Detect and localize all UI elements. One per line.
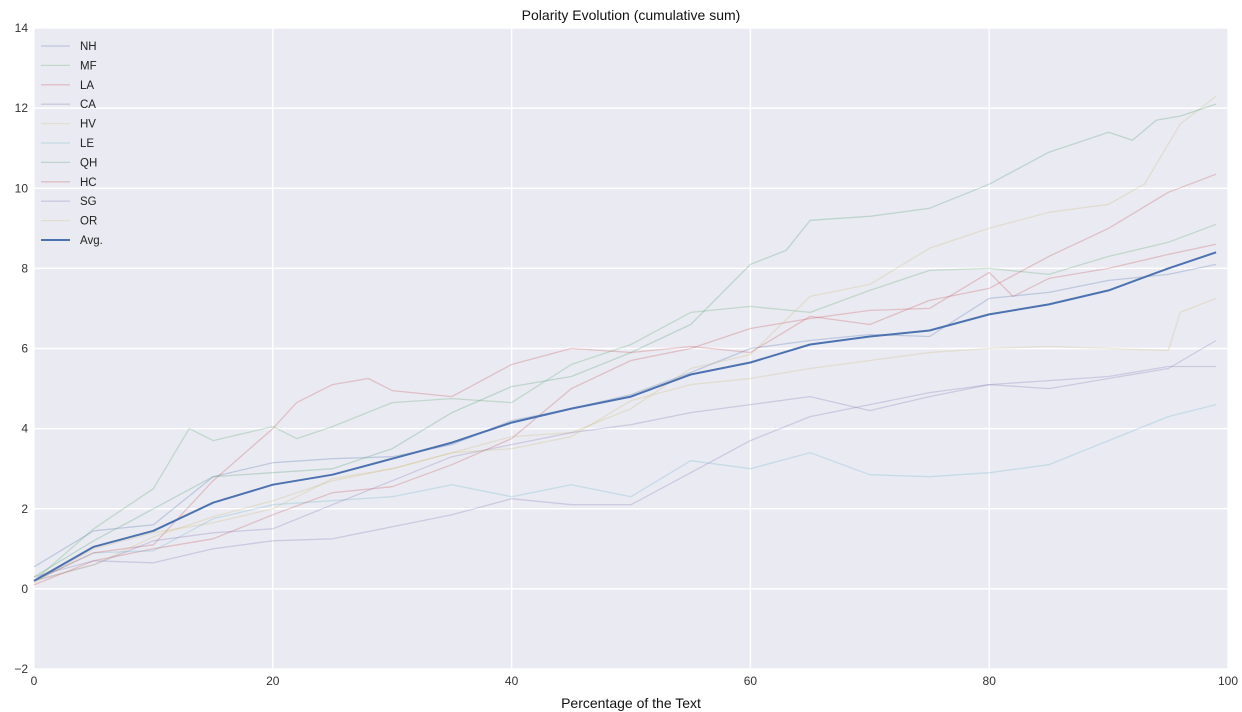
legend-label-hc: HC <box>80 177 97 189</box>
y-tick-labels: −2 0 2 4 6 8 10 12 14 <box>14 21 28 676</box>
series-line-la <box>33 243 1217 586</box>
series-line-le <box>33 403 1217 582</box>
x-tick-label: 40 <box>505 674 519 688</box>
x-tick-label: 80 <box>983 674 997 688</box>
legend-label-mf: MF <box>80 60 97 72</box>
y-tick-label: 6 <box>21 342 28 356</box>
series-line-hc <box>33 173 1217 582</box>
y-tick-label: 14 <box>15 21 29 35</box>
y-tick-label: 10 <box>15 181 29 195</box>
y-tick-label: 2 <box>21 502 28 516</box>
x-tick-label: 20 <box>266 674 280 688</box>
legend: NH MF LA CA HV LE QH HC SG OR Avg. <box>41 41 103 247</box>
series-line-qh <box>33 103 1217 578</box>
legend-label-avg: Avg. <box>80 235 103 247</box>
x-tick-label: 0 <box>31 674 38 688</box>
legend-label-nh: NH <box>80 41 97 53</box>
series-line-ca <box>33 339 1217 578</box>
legend-label-la: LA <box>80 80 94 92</box>
x-axis-label: Percentage of the Text <box>561 695 701 711</box>
series-line-nh <box>33 263 1217 568</box>
series-lines <box>33 95 1217 586</box>
legend-label-le: LE <box>80 138 94 150</box>
series-line-or <box>33 297 1217 582</box>
x-tick-labels: 0 20 40 60 80 100 <box>31 674 1239 688</box>
legend-label-ca: CA <box>80 99 96 111</box>
x-tick-label: 100 <box>1218 674 1238 688</box>
series-line-hv <box>33 95 1217 584</box>
y-tick-label: −2 <box>14 662 28 676</box>
legend-label-hv: HV <box>80 119 96 131</box>
legend-label-or: OR <box>80 216 97 228</box>
legend-label-sg: SG <box>80 196 97 208</box>
y-tick-label: 8 <box>21 261 28 275</box>
y-tick-label: 0 <box>21 582 28 596</box>
x-tick-label: 60 <box>744 674 758 688</box>
chart-title: Polarity Evolution (cumulative sum) <box>522 7 741 23</box>
series-line-mf <box>33 223 1217 582</box>
series-line-sg <box>33 365 1217 582</box>
series-line-avg <box>33 251 1217 582</box>
grid-lines <box>33 27 1229 670</box>
y-tick-label: 4 <box>21 422 28 436</box>
y-tick-label: 12 <box>15 101 29 115</box>
legend-label-qh: QH <box>80 157 97 169</box>
